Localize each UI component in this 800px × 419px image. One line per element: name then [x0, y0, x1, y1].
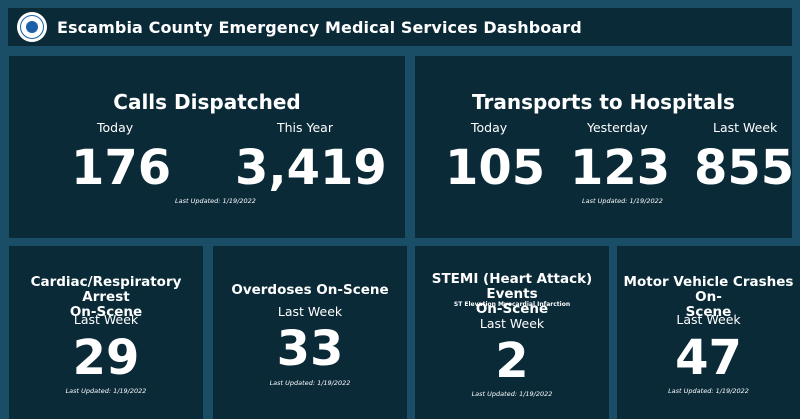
- transports-card: Transports to Hospitals Today Yesterday …: [415, 56, 792, 238]
- card-title: STEMI (Heart Attack) Events On-Scene: [415, 272, 609, 317]
- last-updated: Last Updated: 1/19/2022: [175, 197, 256, 205]
- last-week-label: Last Week: [713, 120, 778, 135]
- calls-dispatched-card: Calls Dispatched Today This Year 176 3,4…: [9, 56, 405, 238]
- last-week-label: Last Week: [479, 316, 545, 331]
- motor-vehicle-crashes-card: Motor Vehicle Crashes On- Scene Last Wee…: [617, 246, 800, 419]
- county-seal-icon: [17, 12, 47, 42]
- overdoses-card: Overdoses On-Scene Last Week 33 Last Upd…: [213, 246, 407, 419]
- yesterday-label: Yesterday: [587, 120, 648, 135]
- card-title-line2: Scene: [685, 304, 732, 320]
- yesterday-value: 123: [570, 140, 671, 196]
- card-subtitle: ST Elevation Myocardial Infarction: [453, 301, 571, 308]
- cardiac-arrest-card: Cardiac/Respiratory Arrest On-Scene Last…: [9, 246, 203, 419]
- card-title-line1: Motor Vehicle Crashes On-: [623, 274, 794, 305]
- dashboard-header: Escambia County Emergency Medical Servic…: [8, 8, 792, 46]
- last-updated: Last Updated: 1/19/2022: [65, 387, 147, 395]
- last-week-value: 29: [72, 330, 140, 386]
- today-label: Today: [471, 120, 508, 135]
- card-title-line1: STEMI (Heart Attack) Events: [431, 271, 593, 302]
- today-value: 176: [71, 140, 172, 196]
- this-year-label: This Year: [277, 120, 333, 135]
- last-updated: Last Updated: 1/19/2022: [471, 390, 553, 398]
- this-year-value: 3,419: [235, 140, 387, 196]
- last-week-value: 47: [675, 330, 742, 386]
- last-week-value: 33: [276, 321, 344, 377]
- card-title: Motor Vehicle Crashes On- Scene: [617, 275, 800, 320]
- card-title-line2: On-Scene: [475, 301, 549, 317]
- card-title-line2: On-Scene: [69, 304, 143, 320]
- card-title-line1: Cardiac/Respiratory Arrest: [30, 274, 182, 305]
- card-title: Calls Dispatched: [113, 90, 301, 114]
- last-updated: Last Updated: 1/19/2022: [668, 387, 749, 395]
- last-week-label: Last Week: [676, 312, 741, 327]
- today-value: 105: [445, 140, 546, 196]
- last-updated: Last Updated: 1/19/2022: [269, 379, 351, 387]
- today-label: Today: [97, 120, 134, 135]
- stemi-card: STEMI (Heart Attack) Events On-Scene ST …: [415, 246, 609, 419]
- card-title: Transports to Hospitals: [472, 90, 735, 114]
- last-week-value: 2: [495, 333, 529, 389]
- card-title: Cardiac/Respiratory Arrest On-Scene: [9, 275, 203, 320]
- card-title: Overdoses On-Scene: [231, 282, 389, 298]
- page-title: Escambia County Emergency Medical Servic…: [57, 17, 582, 37]
- last-week-label: Last Week: [277, 304, 343, 319]
- last-week-value: 855: [694, 140, 792, 196]
- last-week-label: Last Week: [73, 312, 139, 327]
- last-updated: Last Updated: 1/19/2022: [582, 197, 663, 205]
